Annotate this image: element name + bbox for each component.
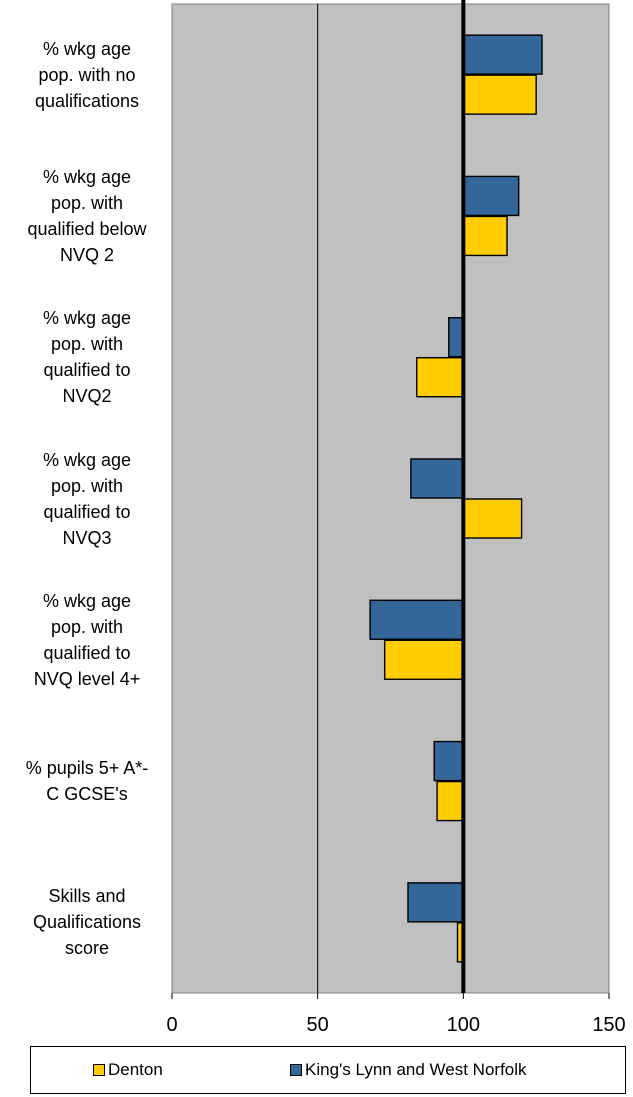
category-label-line: pop. with [50, 334, 124, 355]
category-label-line: qualified to [43, 360, 131, 381]
category-label-line: qualified below [27, 218, 147, 239]
category-label-line: qualified to [43, 501, 131, 522]
category-label-1: % wkg age pop. with no qualifications [12, 36, 162, 114]
category-label-line: Qualifications [32, 912, 142, 933]
x-tick-label-100: 100 [446, 1014, 481, 1036]
legend-label-kings-lynn: King's Lynn and West Norfolk [305, 1060, 527, 1079]
category-label-line: pop. with [50, 616, 124, 637]
category-label-line: pop. with [50, 475, 124, 496]
category-label-2: % wkg age pop. with qualified below NVQ 2 [12, 164, 162, 268]
category-label-line: % wkg age [42, 38, 132, 59]
bar-king-s-lynn-and-west-norfolk-6 [433, 740, 465, 782]
category-label-line: pop. with no [38, 64, 136, 85]
category-label-3: % wkg age pop. with qualified to NVQ2 [12, 305, 162, 409]
bar-denton-1 [462, 74, 537, 115]
category-label-line: C GCSE's [46, 784, 128, 805]
legend: Denton King's Lynn and West Norfolk [30, 1046, 626, 1094]
bar-king-s-lynn-and-west-norfolk-3 [448, 317, 465, 358]
category-label-line: % wkg age [42, 166, 132, 187]
category-label-line: % wkg age [42, 308, 132, 329]
bar-denton-5 [383, 639, 465, 680]
category-label-line: pop. with [50, 192, 124, 213]
legend-swatch-denton [93, 1064, 105, 1076]
category-label-6: % pupils 5+ A*- C GCSE's [12, 755, 162, 807]
category-label-line: NVQ level 4+ [33, 668, 141, 689]
category-label-line: NVQ2 [62, 386, 112, 407]
bar-king-s-lynn-and-west-norfolk-1 [462, 34, 543, 75]
x-tick-label-0: 0 [166, 1014, 178, 1036]
category-label-5: % wkg age pop. with qualified to NVQ level … [12, 588, 162, 692]
category-label-line: % wkg age [42, 449, 132, 470]
legend-label-denton: Denton [108, 1060, 163, 1079]
bar-denton-6 [436, 780, 465, 822]
legend-item-kings-lynn: King's Lynn and West Norfolk [290, 1060, 527, 1080]
bar-denton-2 [462, 215, 508, 257]
category-label-line: score [64, 938, 109, 959]
bar-denton-3 [416, 357, 465, 398]
category-label-line: NVQ 2 [59, 244, 115, 265]
category-label-line: NVQ3 [62, 527, 112, 548]
x-tick-label-50: 50 [306, 1014, 329, 1036]
category-label-line: Skills and [48, 886, 126, 907]
bar-denton-4 [462, 498, 523, 539]
category-label-7: Skills and Qualifications score [12, 883, 162, 961]
chart-plot [171, 0, 610, 999]
category-label-line: qualifications [34, 90, 140, 111]
x-tick-label-150: 150 [592, 1014, 626, 1036]
legend-item-denton: Denton [93, 1060, 163, 1080]
category-label-line: % wkg age [42, 590, 132, 611]
category-label-line: qualified to [43, 642, 131, 663]
bar-king-s-lynn-and-west-norfolk-5 [369, 599, 465, 640]
category-label-4: % wkg age pop. with qualified to NVQ3 [12, 447, 162, 551]
bar-king-s-lynn-and-west-norfolk-2 [462, 175, 520, 217]
legend-swatch-kings-lynn [290, 1064, 302, 1076]
bar-king-s-lynn-and-west-norfolk-4 [410, 458, 465, 499]
bar-king-s-lynn-and-west-norfolk-7 [407, 882, 465, 923]
plot-area [171, 3, 610, 994]
category-label-line: % pupils 5+ A*- [25, 758, 149, 779]
